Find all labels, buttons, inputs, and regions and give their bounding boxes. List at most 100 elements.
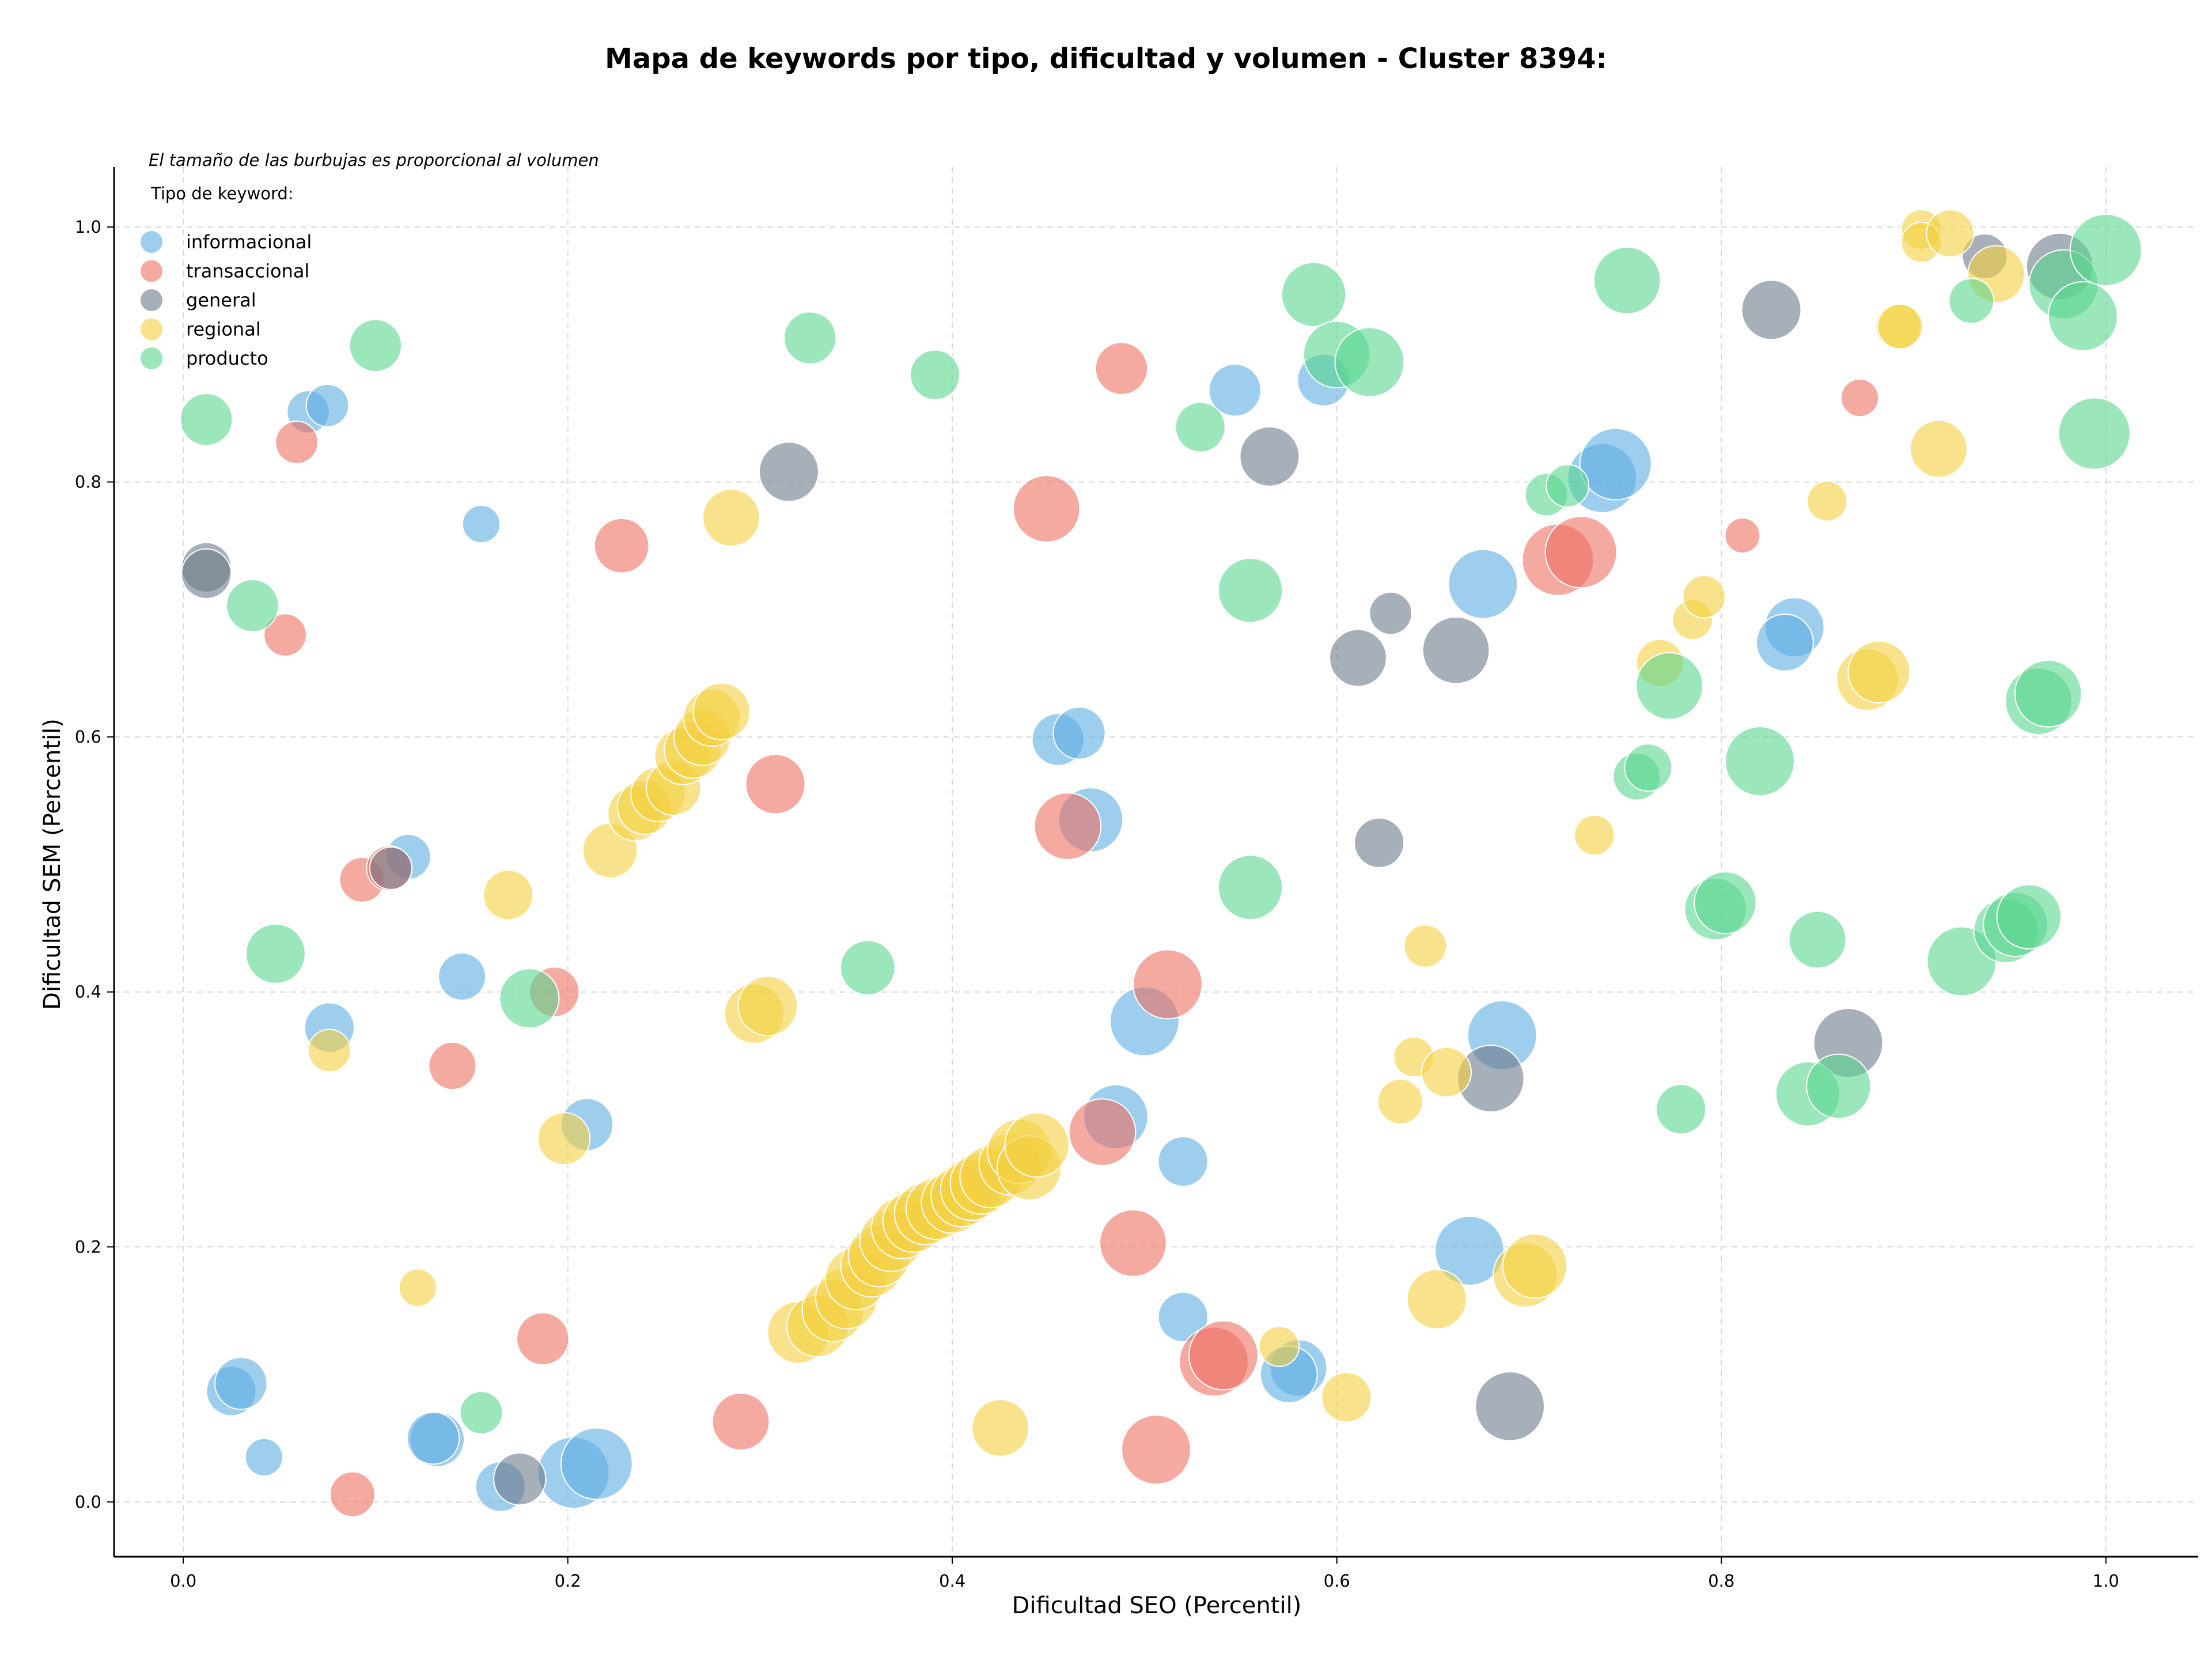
bubble-producto <box>1175 402 1226 453</box>
bubble-regional <box>692 682 751 741</box>
x-tick-label: 0.4 <box>939 1571 965 1591</box>
bubble-general <box>1741 279 1802 340</box>
bubble-transaccional <box>275 421 319 464</box>
bubble-transaccional <box>1544 516 1618 589</box>
bubble-producto <box>783 311 837 365</box>
bubble-producto <box>2058 397 2131 470</box>
bubble-transaccional <box>1132 949 1203 1020</box>
legend-marker-general <box>141 289 162 311</box>
y-tick-label: 1.0 <box>75 217 101 237</box>
bubble-producto <box>2047 281 2118 351</box>
bubble-regional <box>1574 814 1615 856</box>
bubble-general <box>493 1452 547 1506</box>
bubble-transaccional <box>428 1042 477 1091</box>
bubble-regional <box>398 1268 437 1307</box>
bubble-regional <box>1377 1079 1423 1125</box>
size-annotation: El tamaño de las burbujas es proporciona… <box>149 150 599 170</box>
legend-marker-transaccional <box>141 260 162 282</box>
bubble-transaccional <box>1188 1320 1259 1391</box>
bubble-transaccional <box>263 613 307 657</box>
bubble-regional <box>1910 419 1968 478</box>
bubble-producto <box>1656 1084 1707 1135</box>
bubble-producto <box>1694 871 1757 934</box>
bubble-regional <box>1926 209 1975 258</box>
bubble-producto <box>1334 327 1405 398</box>
bubble-transaccional <box>1012 475 1081 543</box>
bubble-informacional <box>560 1427 633 1500</box>
bubble-informacional <box>1579 427 1652 501</box>
bubble-regional <box>537 1111 591 1166</box>
x-tick-label: 0.0 <box>170 1571 196 1591</box>
bubble-informacional <box>1157 1291 1209 1343</box>
bubble-regional <box>308 1028 351 1073</box>
bubble-producto <box>2014 660 2082 728</box>
bubble-regional <box>1004 1112 1070 1178</box>
bubble-regional <box>1502 1233 1568 1299</box>
bubble-informacional <box>406 1412 460 1465</box>
bubble-producto <box>1996 884 2062 949</box>
bubble-producto <box>910 349 961 400</box>
bubble-regional <box>1406 1269 1467 1330</box>
bubble-regional <box>1877 303 1923 350</box>
bubble-producto <box>1546 464 1590 508</box>
legend: Tipo de keyword: informacional transaccio… <box>141 184 312 369</box>
y-tick-label: 0.8 <box>75 472 101 492</box>
bubble-informacional <box>1052 706 1106 760</box>
legend-label-transaccional: transaccional <box>186 260 309 282</box>
y-tick-label: 0.2 <box>75 1237 101 1257</box>
bubble-transaccional <box>711 1393 770 1451</box>
y-tick-label: 0.6 <box>75 727 101 747</box>
bubble-regional <box>1258 1326 1300 1367</box>
legend-label-informacional: informacional <box>186 231 312 253</box>
bubble-transaccional <box>1121 1414 1191 1485</box>
bubble-general <box>1354 817 1405 868</box>
legend-label-producto: producto <box>186 347 268 369</box>
bubble-transaccional <box>593 517 650 574</box>
x-tick-label: 0.8 <box>1708 1571 1734 1591</box>
bubble-transaccional <box>1099 1209 1167 1277</box>
chart-title: Mapa de keywords por tipo, dificultad y … <box>605 43 1607 75</box>
bubble-informacional <box>244 1437 283 1477</box>
bubble-informacional <box>214 1356 268 1410</box>
bubble-informacional <box>1208 364 1262 417</box>
bubble-regional <box>1421 1047 1472 1098</box>
bubble-transaccional <box>1094 342 1149 395</box>
bubble-regional <box>1847 640 1911 703</box>
bubble-general <box>1329 629 1387 687</box>
bubble-regional <box>971 1399 1030 1457</box>
bubble-producto <box>2069 213 2142 286</box>
bubble-transaccional <box>1068 1098 1137 1166</box>
legend-marker-regional <box>141 318 162 340</box>
bubble-general <box>759 441 820 502</box>
bubble-general <box>181 548 232 599</box>
bubble-producto <box>1281 262 1347 327</box>
bubble-producto <box>1635 652 1703 720</box>
bubble-producto <box>226 579 279 633</box>
bubble-transaccional <box>1840 378 1880 418</box>
y-axis-label: Dificultad SEM (Percentil) <box>39 718 66 1010</box>
x-tick-label: 0.6 <box>1324 1571 1350 1591</box>
bubble-informacional <box>461 504 501 544</box>
bubble-producto <box>1725 726 1795 797</box>
bubble-regional <box>702 489 760 547</box>
bubble-regional <box>737 975 798 1036</box>
bubble-transaccional <box>329 1471 376 1518</box>
bubble-general <box>369 846 413 890</box>
bubble-regional <box>1682 574 1726 619</box>
bubble-producto <box>1624 743 1673 792</box>
bubble-producto <box>349 319 403 372</box>
bubble-transaccional <box>516 1312 570 1365</box>
bubble-transaccional <box>745 754 806 815</box>
bubble-producto <box>459 1391 503 1435</box>
y-tick-label: 0.0 <box>75 1492 101 1512</box>
bubble-producto <box>245 923 306 984</box>
bubble-informacional <box>438 952 487 1001</box>
bubble-general <box>1239 426 1300 487</box>
bubble-general <box>1475 1371 1546 1441</box>
bubble-producto <box>1217 854 1283 920</box>
x-axis-label: Dificultad SEO (Percentil) <box>1012 1592 1302 1619</box>
bubble-producto <box>1217 557 1283 623</box>
bubble-transaccional <box>1033 792 1102 860</box>
tick-labels: 0.0 0.2 0.4 0.6 0.8 1.0 0.0 0.2 0.4 0.6 0.8 1.0 <box>75 217 2119 1591</box>
